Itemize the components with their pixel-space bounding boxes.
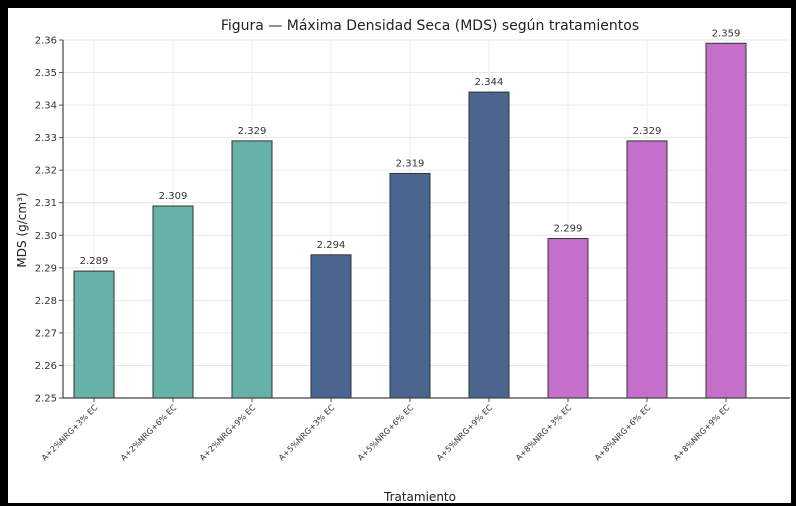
y-tick-label: 2.36 — [35, 36, 57, 47]
bar — [389, 172, 431, 399]
data-label: 2.329 — [238, 126, 267, 137]
bar — [547, 238, 589, 399]
y-tick-label: 2.31 — [35, 198, 57, 209]
bar — [231, 140, 273, 399]
x-axis-title: Tratamiento — [383, 490, 456, 503]
bar — [73, 270, 115, 399]
y-tick-label: 2.35 — [35, 68, 57, 79]
x-tick-label: A+8%NRG+6% EC — [593, 403, 653, 463]
y-tick-label: 2.30 — [35, 231, 57, 242]
chart-title: Figura — Máxima Densidad Seca (MDS) segú… — [221, 18, 639, 34]
bars: 2.289 2.309 2.329 2.294 2.319 2.344 2.299 2.329… — [73, 28, 747, 399]
data-label: 2.299 — [554, 224, 583, 235]
x-tick-label: A+2%NRG+6% EC — [119, 403, 179, 463]
data-label: 2.344 — [475, 77, 504, 88]
x-tick-label: A+2%NRG+3% EC — [40, 403, 100, 463]
bar-chart: Figura — Máxima Densidad Seca (MDS) segú… — [15, 18, 790, 503]
y-tick-label: 2.27 — [35, 328, 57, 339]
x-tick-label: A+2%NRG+9% EC — [198, 403, 258, 463]
x-tick-label: A+5%NRG+6% EC — [356, 403, 416, 463]
y-tick-label: 2.28 — [35, 296, 57, 307]
y-tick-label: 2.25 — [35, 394, 57, 405]
x-tick-label: A+5%NRG+9% EC — [435, 403, 495, 463]
x-tick-label: A+5%NRG+3% EC — [277, 403, 337, 463]
y-tick-label: 2.29 — [35, 263, 57, 274]
bar — [468, 91, 510, 399]
data-label: 2.294 — [317, 240, 346, 251]
y-tick-label: 2.26 — [35, 361, 57, 372]
y-tick-label: 2.34 — [35, 101, 57, 112]
x-tick-label: A+8%NRG+3% EC — [514, 403, 574, 463]
bar — [705, 42, 747, 399]
bar — [152, 205, 194, 399]
y-tick-label: 2.33 — [35, 133, 57, 144]
data-label: 2.329 — [633, 126, 662, 137]
y-tick-label: 2.32 — [35, 166, 57, 177]
x-tick-label: A+8%NRG+9% EC — [672, 403, 732, 463]
chart-frame: Figura — Máxima Densidad Seca (MDS) segú… — [8, 8, 791, 503]
data-label: 2.359 — [712, 28, 741, 39]
y-axis-title: MDS (g/cm³) — [15, 192, 29, 267]
data-label: 2.319 — [396, 158, 425, 169]
data-label: 2.289 — [80, 256, 109, 267]
bar — [626, 140, 668, 399]
bar — [310, 254, 352, 399]
data-label: 2.309 — [159, 191, 188, 202]
